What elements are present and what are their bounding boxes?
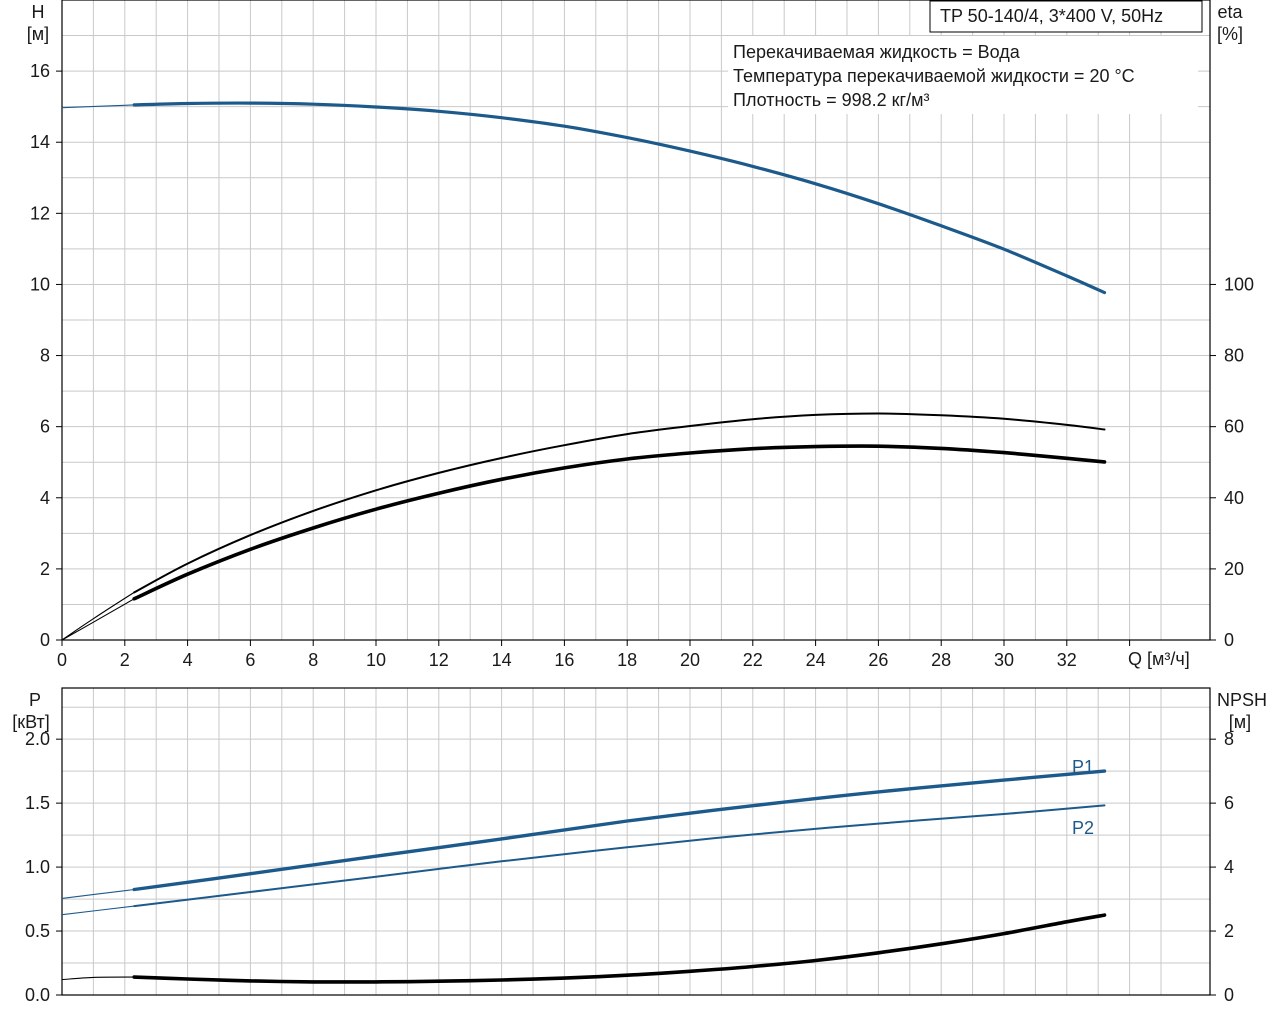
top-left-tick-label: 4: [40, 488, 50, 508]
top-series-0-extrapolation-line: [61, 104, 135, 109]
eta-axis-title: eta: [1217, 2, 1243, 22]
bottom-right-tick-label: 4: [1224, 857, 1234, 877]
x-tick-label: 26: [868, 650, 888, 670]
x-tick-label: 30: [994, 650, 1014, 670]
pump-model-title: TP 50-140/4, 3*400 V, 50Hz: [940, 6, 1163, 26]
x-tick-label: 14: [492, 650, 512, 670]
top-left-tick-label: 0: [40, 630, 50, 650]
top-right-tick-label: 20: [1224, 559, 1244, 579]
bottom-left-tick-label: 2.0: [25, 729, 50, 749]
x-tick-label: 24: [806, 650, 826, 670]
top-plot-curves: [61, 101, 1107, 641]
bottom-left-tick-label: 1.0: [25, 857, 50, 877]
bottom-series-p2-extrapolation-line: [61, 905, 135, 916]
x-tick-label: 2: [120, 650, 130, 670]
info-temperature: Температура перекачиваемой жидкости = 20…: [733, 66, 1135, 86]
p1-label: P1: [1072, 757, 1094, 777]
bottom-series-p1-extrapolation-line: [61, 888, 135, 899]
x-tick-label: 4: [183, 650, 193, 670]
bottom-plot-ticks: 0.0 0.5 1.0 1.5 2.0 0 2 4 6 8: [25, 729, 1234, 1005]
bottom-right-tick-label: 8: [1224, 729, 1234, 749]
top-plot-frame: [61, 0, 1211, 641]
top-series-2-extrapolation-line: [61, 598, 135, 641]
bottom-plot-curves: [61, 769, 1107, 984]
top-series-2-line: [132, 444, 1107, 601]
npsh-axis-title: NPSH: [1217, 690, 1267, 710]
top-plot-grid: [62, 0, 1210, 640]
bottom-plot-frame: [61, 687, 1211, 996]
info-liquid: Перекачиваемая жидкость = Вода: [733, 42, 1021, 62]
bottom-series-2-line: [132, 913, 1107, 984]
bottom-left-tick-label: 1.5: [25, 793, 50, 813]
npsh-axis-unit: [м]: [1229, 712, 1251, 732]
top-series-0-line: [132, 101, 1107, 295]
top-right-tick-label: 40: [1224, 488, 1244, 508]
h-axis-title: H: [32, 2, 45, 22]
x-tick-label: 22: [743, 650, 763, 670]
bottom-plot-grid: [62, 688, 1210, 995]
x-tick-label: 0: [57, 650, 67, 670]
top-left-tick-label: 12: [30, 203, 50, 223]
info-density: Плотность = 998.2 кг/м³: [733, 90, 929, 110]
x-tick-label: 20: [680, 650, 700, 670]
eta-axis-unit: [%]: [1217, 24, 1243, 44]
bottom-left-tick-label: 0.5: [25, 921, 50, 941]
top-left-tick-label: 2: [40, 559, 50, 579]
x-tick-label: 10: [366, 650, 386, 670]
x-tick-label: 8: [308, 650, 318, 670]
bottom-right-tick-label: 0: [1224, 985, 1234, 1005]
info-box-background: [728, 36, 1198, 114]
bottom-right-tick-label: 2: [1224, 921, 1234, 941]
top-left-tick-label: 16: [30, 61, 50, 81]
title-box: [929, 0, 1203, 33]
top-left-tick-label: 8: [40, 346, 50, 366]
bottom-series-2-extrapolation-line: [61, 976, 135, 981]
x-tick-label: 28: [931, 650, 951, 670]
top-series-1-line: [133, 412, 1106, 594]
x-tick-label: 16: [554, 650, 574, 670]
p2-label: P2: [1072, 818, 1094, 838]
top-right-tick-label: 60: [1224, 417, 1244, 437]
h-axis-unit: [м]: [27, 24, 49, 44]
top-right-tick-label: 100: [1224, 274, 1254, 294]
p-axis-unit: [кВт]: [12, 712, 50, 732]
bottom-left-tick-label: 0.0: [25, 985, 50, 1005]
x-tick-label: 32: [1057, 650, 1077, 670]
top-left-tick-label: 10: [30, 274, 50, 294]
bottom-series-p2-line: [133, 804, 1106, 908]
top-right-tick-label: 0: [1224, 630, 1234, 650]
x-tick-label: 6: [245, 650, 255, 670]
top-right-tick-label: 80: [1224, 346, 1244, 366]
x-tick-label: 12: [429, 650, 449, 670]
x-tick-label: 18: [617, 650, 637, 670]
p-axis-title: P: [29, 690, 41, 710]
bottom-series-p1-line: [132, 769, 1107, 892]
top-left-tick-label: 6: [40, 417, 50, 437]
top-series-1-extrapolation-line: [61, 591, 135, 641]
top-left-tick-label: 14: [30, 132, 50, 152]
q-axis-title: Q [м³/ч]: [1128, 649, 1190, 669]
bottom-right-tick-label: 6: [1224, 793, 1234, 813]
